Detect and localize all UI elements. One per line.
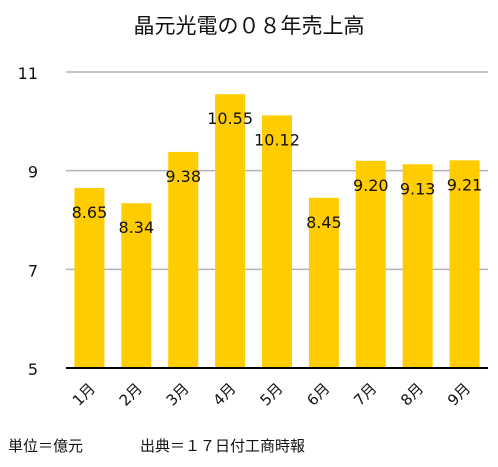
y-tick-label: 5 [28, 360, 38, 379]
x-tick-label: 3月 [163, 379, 193, 409]
x-tick-label: 4月 [210, 379, 240, 409]
x-tick-label: 7月 [350, 379, 380, 409]
data-label: 9.13 [400, 179, 436, 198]
bar [402, 164, 433, 368]
unit-note: 単位＝億元 [8, 437, 84, 455]
x-tick-label: 9月 [444, 379, 474, 409]
bar [121, 203, 152, 368]
chart-title: 晶元光電の０８年売上高 [133, 14, 365, 38]
x-tick-label: 6月 [303, 379, 333, 409]
x-tick-label: 1月 [69, 379, 99, 409]
x-tick-label: 5月 [256, 379, 286, 409]
bar [215, 94, 246, 368]
data-label: 8.65 [72, 203, 108, 222]
data-label: 8.34 [119, 218, 155, 237]
bars [74, 94, 480, 368]
bar [308, 197, 339, 368]
bar [262, 115, 292, 368]
x-tick-label: 8月 [397, 379, 427, 409]
data-label: 9.38 [165, 167, 201, 186]
data-label: 8.45 [306, 213, 342, 232]
bar [74, 187, 105, 368]
y-tick-label: 11 [18, 64, 38, 83]
bar [355, 160, 386, 368]
data-label: 9.20 [353, 176, 389, 195]
bar [449, 160, 480, 368]
source-note: 出典＝１７日付工商時報 [140, 437, 306, 455]
y-tick-label: 7 [28, 261, 38, 280]
y-tick-label: 9 [28, 163, 38, 182]
data-label: 10.55 [207, 109, 253, 128]
bar [168, 151, 199, 368]
data-label: 10.12 [254, 130, 300, 149]
data-label: 9.21 [447, 175, 483, 194]
x-tick-label: 2月 [116, 379, 146, 409]
